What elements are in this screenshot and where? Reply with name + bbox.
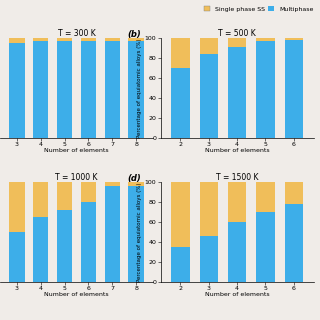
Bar bbox=[284, 204, 303, 282]
Bar bbox=[284, 40, 303, 138]
Bar bbox=[33, 182, 48, 217]
Bar bbox=[171, 182, 190, 247]
X-axis label: Number of elements: Number of elements bbox=[44, 148, 109, 153]
Title: T = 1000 K: T = 1000 K bbox=[55, 172, 98, 181]
Bar bbox=[256, 41, 275, 138]
X-axis label: Number of elements: Number of elements bbox=[205, 292, 269, 297]
Bar bbox=[128, 182, 144, 186]
Bar bbox=[128, 38, 144, 41]
Text: (b): (b) bbox=[127, 30, 141, 39]
Bar bbox=[57, 41, 72, 138]
Bar bbox=[33, 217, 48, 282]
Y-axis label: Percentage of equiatomic alloys (%): Percentage of equiatomic alloys (%) bbox=[137, 38, 142, 138]
Bar bbox=[57, 210, 72, 282]
Bar bbox=[105, 186, 120, 282]
Bar bbox=[284, 182, 303, 204]
Bar bbox=[105, 182, 120, 186]
Bar bbox=[9, 44, 25, 138]
Title: T = 1500 K: T = 1500 K bbox=[216, 172, 258, 181]
Bar bbox=[200, 236, 218, 282]
Bar bbox=[9, 38, 25, 44]
Bar bbox=[171, 247, 190, 282]
Bar bbox=[33, 41, 48, 138]
Bar bbox=[105, 38, 120, 41]
Bar bbox=[9, 182, 25, 232]
Bar bbox=[128, 186, 144, 282]
Title: T = 500 K: T = 500 K bbox=[218, 28, 256, 38]
Bar bbox=[171, 38, 190, 68]
Bar bbox=[284, 38, 303, 40]
X-axis label: Number of elements: Number of elements bbox=[205, 148, 269, 153]
Bar bbox=[228, 182, 246, 222]
Bar bbox=[228, 222, 246, 282]
Title: T = 300 K: T = 300 K bbox=[58, 28, 95, 38]
Bar bbox=[105, 41, 120, 138]
Bar bbox=[81, 202, 96, 282]
Legend: Single phase SS, Multiphase: Single phase SS, Multiphase bbox=[204, 6, 314, 12]
Y-axis label: Percentage of equiatomic alloys (%): Percentage of equiatomic alloys (%) bbox=[137, 182, 142, 282]
Bar bbox=[171, 68, 190, 138]
X-axis label: Number of elements: Number of elements bbox=[44, 292, 109, 297]
Bar bbox=[33, 38, 48, 41]
Bar bbox=[128, 41, 144, 138]
Bar bbox=[81, 41, 96, 138]
Bar bbox=[256, 182, 275, 212]
Bar bbox=[200, 38, 218, 54]
Bar bbox=[228, 47, 246, 138]
Bar bbox=[57, 38, 72, 41]
Bar bbox=[256, 212, 275, 282]
Bar bbox=[228, 38, 246, 47]
Text: (d): (d) bbox=[127, 174, 141, 183]
Bar bbox=[9, 232, 25, 282]
Bar bbox=[81, 182, 96, 202]
Bar bbox=[200, 54, 218, 138]
Bar bbox=[57, 182, 72, 210]
Bar bbox=[81, 38, 96, 41]
Bar bbox=[200, 182, 218, 236]
Bar bbox=[256, 38, 275, 41]
